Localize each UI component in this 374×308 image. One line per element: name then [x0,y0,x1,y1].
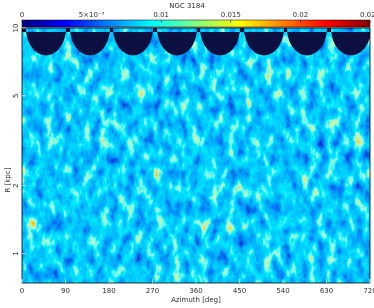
colorbar [21,19,371,28]
x-axis-label: Azimuth [deg] [171,296,221,304]
x-tick-label: 540 [276,287,289,295]
y-tick-label: 1 [12,251,20,255]
x-tick-label: 270 [146,287,159,295]
y-tick-label: 10 [12,24,20,33]
x-tick-label: 90 [61,287,70,295]
colorbar-tick-label: 0 [20,11,24,19]
y-tick-label: 2 [12,183,20,187]
x-tick-label: 450 [233,287,246,295]
heatmap-image [22,28,370,283]
colorbar-tick-label: 0.02 [293,11,309,19]
chart-title: NGC 3184 [169,2,205,10]
x-tick-label: 720 [363,287,374,295]
y-tick-label: 5 [12,94,20,98]
x-tick-label: 630 [320,287,333,295]
colorbar-tick-label: 5×10⁻³ [79,11,105,19]
x-tick-label: 180 [102,287,115,295]
x-tick-label: 0 [20,287,24,295]
x-tick-label: 360 [189,287,202,295]
colorbar-tick-label: 0.01 [153,11,169,19]
colorbar-tick-label: 0.015 [221,11,241,19]
y-axis-label: R [kpc] [4,167,12,192]
colorbar-tick-label: 0.025 [360,11,374,19]
